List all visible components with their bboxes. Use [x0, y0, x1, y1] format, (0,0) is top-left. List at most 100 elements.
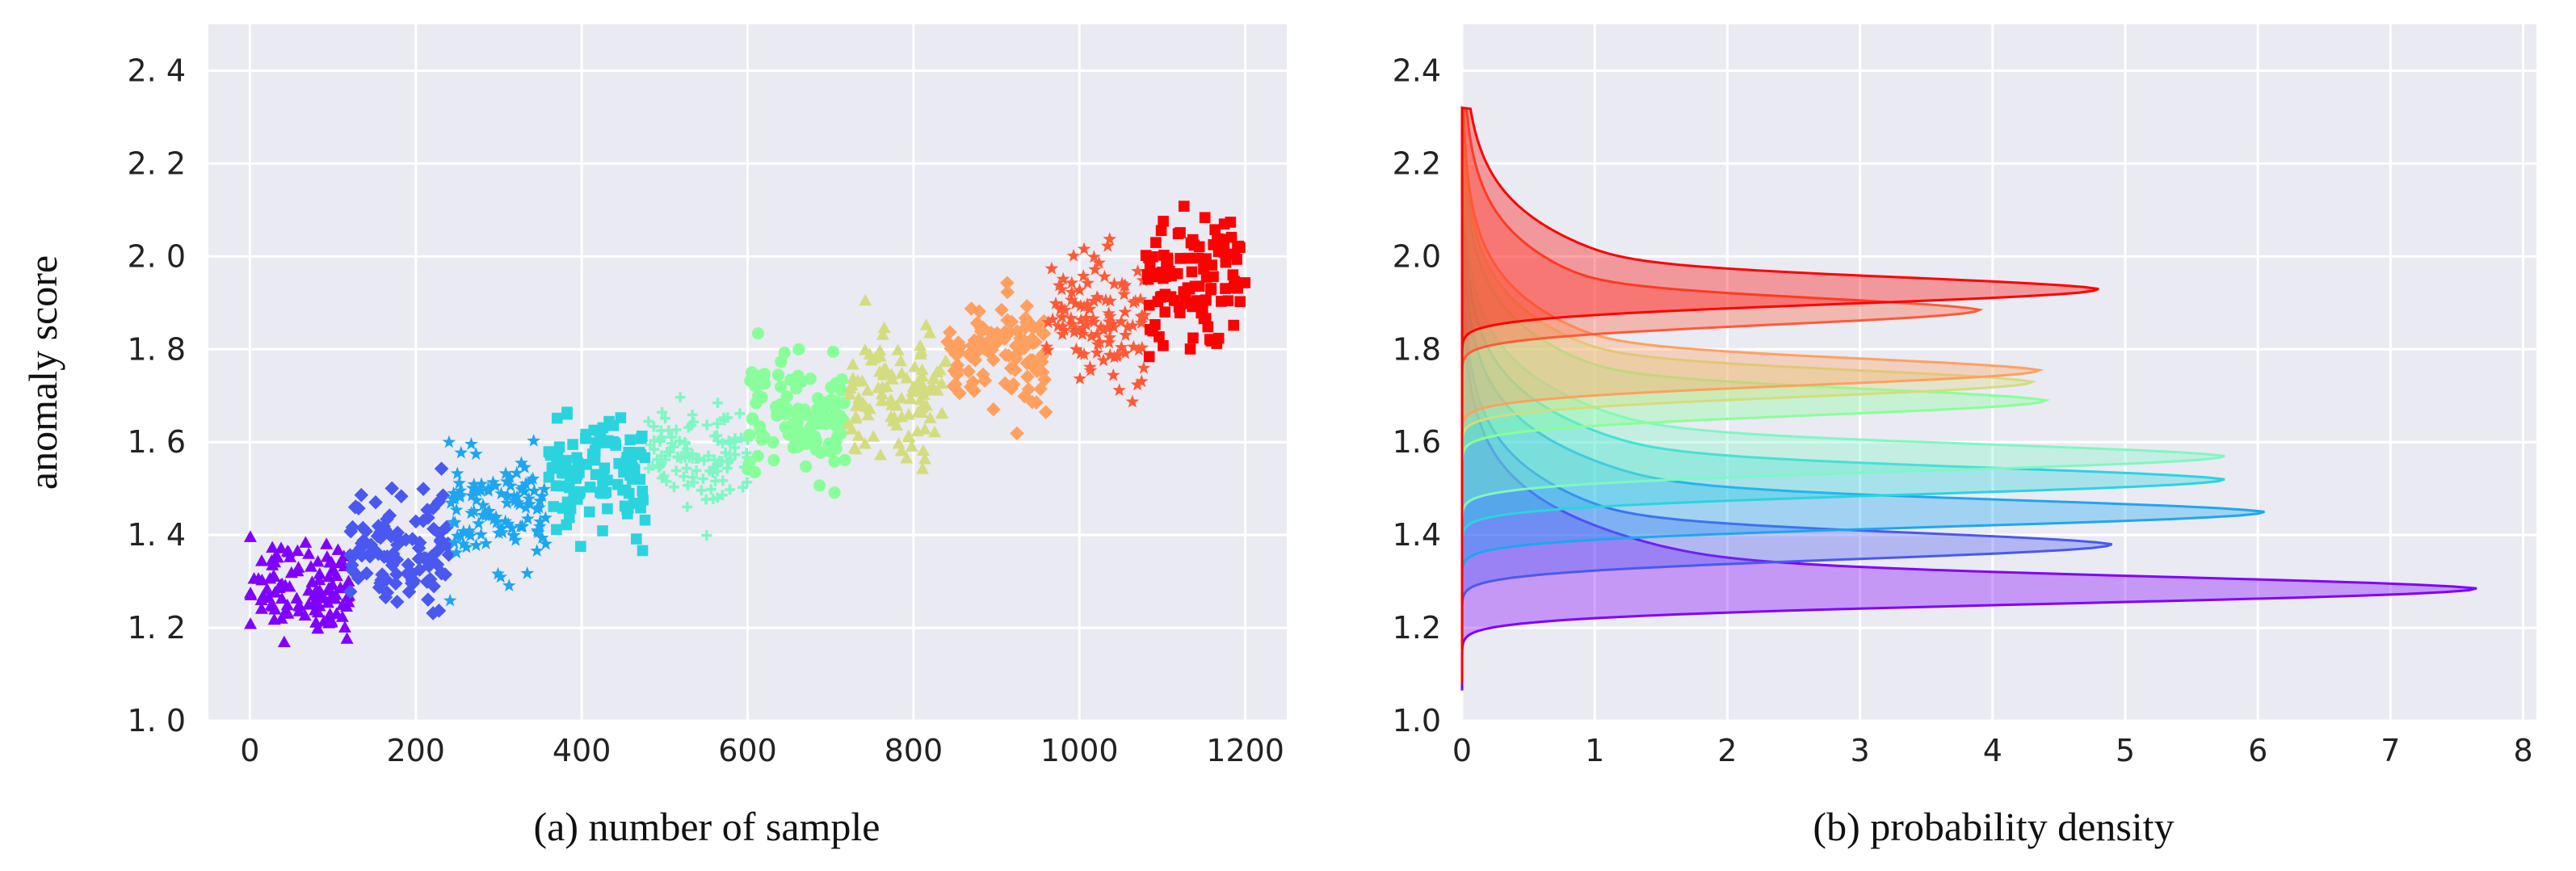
scatter-point: [1107, 276, 1121, 290]
scatter-point: [469, 447, 483, 461]
scatter-point: [843, 388, 856, 400]
scatter-point: [681, 444, 692, 454]
scatter-point: [1092, 255, 1106, 269]
scatter-point: [1083, 360, 1097, 373]
scatter-point: [555, 480, 566, 492]
scatter-point: [1000, 276, 1015, 291]
scatter-point: [539, 511, 553, 524]
scatter-point: [890, 419, 904, 431]
scatter-x-tick-label: 1200: [1206, 733, 1284, 768]
scatter-point: [426, 606, 440, 621]
scatter-point: [574, 467, 585, 478]
scatter-point: [479, 536, 493, 549]
scatter-point: [553, 441, 565, 452]
scatter-point: [531, 525, 545, 539]
scatter-point: [583, 506, 595, 518]
scatter-point: [1185, 237, 1197, 249]
scatter-point: [548, 501, 559, 512]
scatter-point: [547, 461, 559, 473]
scatter-point: [908, 360, 922, 372]
scatter-point: [851, 429, 865, 441]
density-x-tick-label: 0: [1452, 733, 1472, 768]
scatter-point: [1155, 225, 1167, 237]
scatter-point: [626, 461, 637, 473]
scatter-point: [775, 380, 788, 393]
scatter-point: [446, 491, 460, 505]
scatter-point: [1040, 339, 1054, 353]
scatter-point: [946, 379, 961, 393]
scatter-point: [877, 362, 891, 374]
scatter-point: [561, 406, 573, 418]
scatter-point: [322, 570, 336, 583]
scatter-point: [321, 595, 334, 608]
scatter-point: [750, 397, 763, 410]
scatter-point: [701, 419, 712, 431]
scatter-point: [741, 448, 752, 458]
scatter-point: [729, 442, 740, 453]
scatter-point: [448, 515, 462, 529]
scatter-point: [725, 484, 735, 495]
scatter-point: [933, 364, 947, 376]
scatter-point: [447, 486, 460, 499]
scatter-point: [1065, 292, 1078, 306]
scatter-point: [1143, 299, 1155, 311]
scatter-point: [334, 581, 347, 594]
scatter-point: [533, 519, 547, 532]
scatter-y-tick-label: 1. 2: [127, 610, 186, 646]
scatter-y-tick-label: 1. 0: [127, 703, 186, 738]
scatter-point: [826, 345, 840, 359]
scatter-point: [430, 558, 445, 572]
scatter-point: [861, 408, 875, 421]
scatter-point: [389, 595, 405, 609]
scatter-point: [922, 326, 936, 339]
scatter-point: [913, 383, 927, 395]
scatter-point: [244, 588, 258, 600]
scatter-point: [1132, 343, 1146, 356]
scatter-point: [1133, 292, 1148, 305]
scatter-point: [1010, 426, 1024, 441]
scatter-point: [299, 536, 313, 548]
scatter-point: [617, 484, 628, 496]
scatter-point: [602, 503, 613, 515]
density-y-tick-label: 1.4: [1393, 517, 1441, 553]
scatter-point: [1134, 374, 1149, 388]
scatter-point: [348, 499, 363, 514]
scatter-point: [1019, 356, 1035, 371]
scatter-point: [1106, 317, 1120, 330]
scatter-point: [1211, 338, 1223, 349]
scatter-point: [517, 484, 532, 498]
scatter-point: [563, 511, 575, 524]
density-y-tick-label: 2.4: [1393, 53, 1441, 88]
scatter-point: [916, 444, 930, 457]
scatter-x-axis-label: (a) number of sample: [533, 804, 880, 849]
scatter-point: [537, 482, 552, 495]
scatter-point: [637, 430, 648, 442]
scatter-point: [674, 436, 685, 447]
scatter-point: [1025, 394, 1040, 410]
scatter-point: [335, 610, 349, 622]
scatter-y-tick-label: 2. 0: [127, 238, 186, 274]
scatter-point: [1209, 224, 1221, 236]
scatter-point: [589, 454, 601, 466]
scatter-point: [712, 492, 723, 503]
scatter-point: [567, 439, 578, 450]
scatter-point: [311, 554, 325, 567]
scatter-point: [819, 418, 832, 431]
scatter-point: [986, 402, 1001, 417]
scatter-point: [1055, 300, 1069, 313]
scatter-point: [1218, 218, 1230, 230]
scatter-point: [354, 487, 369, 503]
scatter-point: [353, 541, 368, 555]
scatter-point: [388, 576, 403, 591]
scatter-point: [1086, 250, 1101, 263]
scatter-point: [1186, 266, 1198, 278]
scatter-point: [1000, 284, 1015, 300]
scatter-point: [390, 537, 405, 553]
scatter-point: [1041, 343, 1055, 356]
scatter-point: [400, 566, 414, 581]
scatter-point: [1048, 297, 1063, 309]
scatter-point: [254, 602, 268, 614]
scatter-point: [767, 436, 780, 448]
scatter-point: [779, 408, 792, 421]
scatter-point: [918, 423, 931, 435]
